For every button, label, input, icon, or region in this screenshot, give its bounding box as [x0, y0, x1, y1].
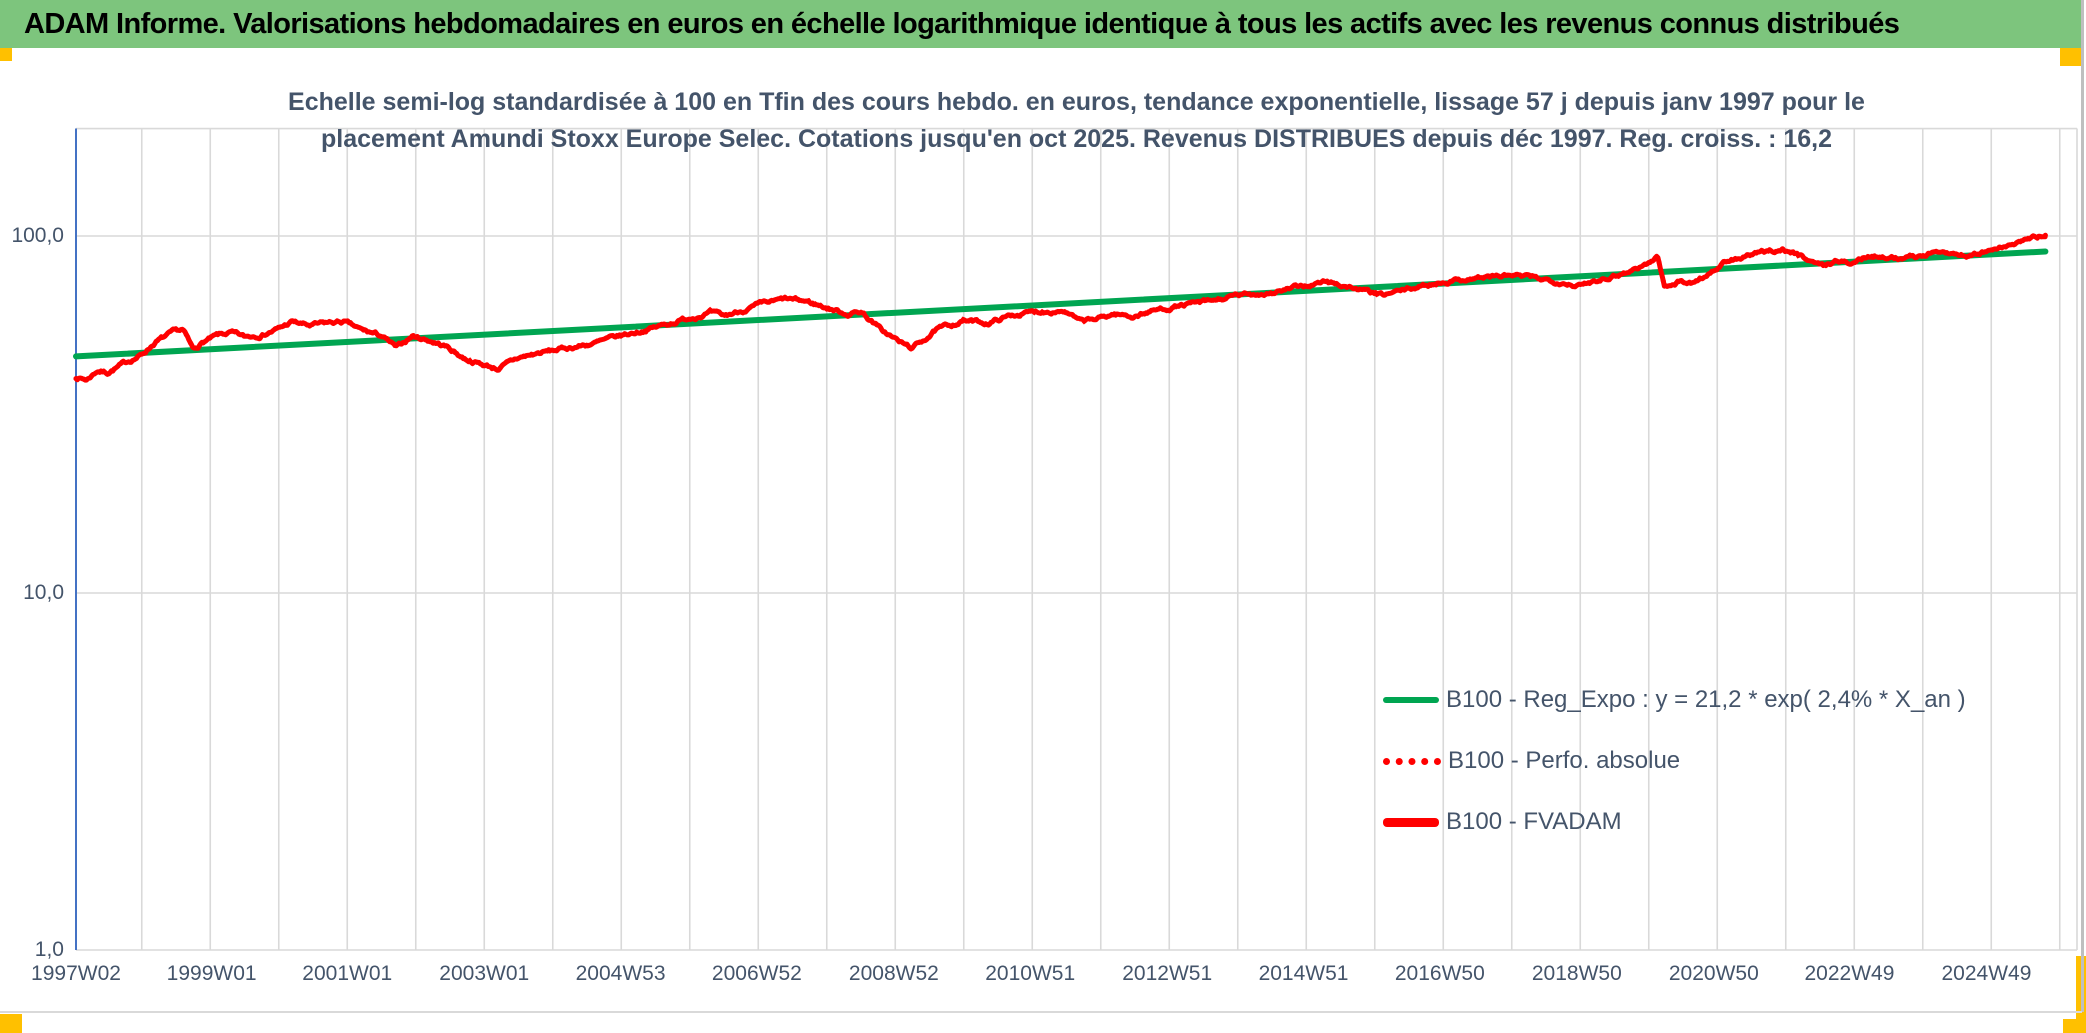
legend-item-perfo-absolue: B100 - Perfo. absolue [1383, 747, 1966, 775]
legend-item-fvadam: B100 - FVADAM [1383, 808, 1966, 836]
banner-title: ADAM Informe. Valorisations hebdomadaire… [24, 7, 1900, 40]
frame-border-bottom [0, 1011, 2082, 1013]
chart-title: Echelle semi-log standardisée à 100 en T… [76, 84, 2077, 158]
legend-label-fvadam: B100 - FVADAM [1446, 808, 1622, 835]
corner-accent-top-left [0, 48, 12, 61]
corner-accent-top-right [2060, 48, 2082, 66]
dotted-line-swatch-icon [1383, 757, 1441, 765]
trend-line-swatch-icon [1383, 697, 1439, 703]
legend-label-reg-expo: B100 - Reg_Expo : y = 21,2 * exp( 2,4% *… [1446, 686, 1966, 713]
legend: B100 - Reg_Expo : y = 21,2 * exp( 2,4% *… [1383, 686, 1966, 836]
fvadam-line [73, 232, 2048, 383]
banner-bar: ADAM Informe. Valorisations hebdomadaire… [0, 0, 2082, 48]
legend-item-reg-expo: B100 - Reg_Expo : y = 21,2 * exp( 2,4% *… [1383, 686, 1966, 714]
frame-border-right [2081, 0, 2084, 1012]
trend-line [73, 248, 2049, 360]
solid-line-swatch-icon [1383, 817, 1439, 827]
legend-label-perfo-absolue: B100 - Perfo. absolue [1448, 747, 1681, 774]
chart-title-line-1: Echelle semi-log standardisée à 100 en T… [288, 88, 1865, 116]
chart-title-line-2: placement Amundi Stoxx Europe Selec. Cot… [320, 125, 1833, 153]
corner-accent-bottom-right [2063, 1019, 2086, 1033]
corner-accent-bottom-left [0, 1014, 22, 1033]
